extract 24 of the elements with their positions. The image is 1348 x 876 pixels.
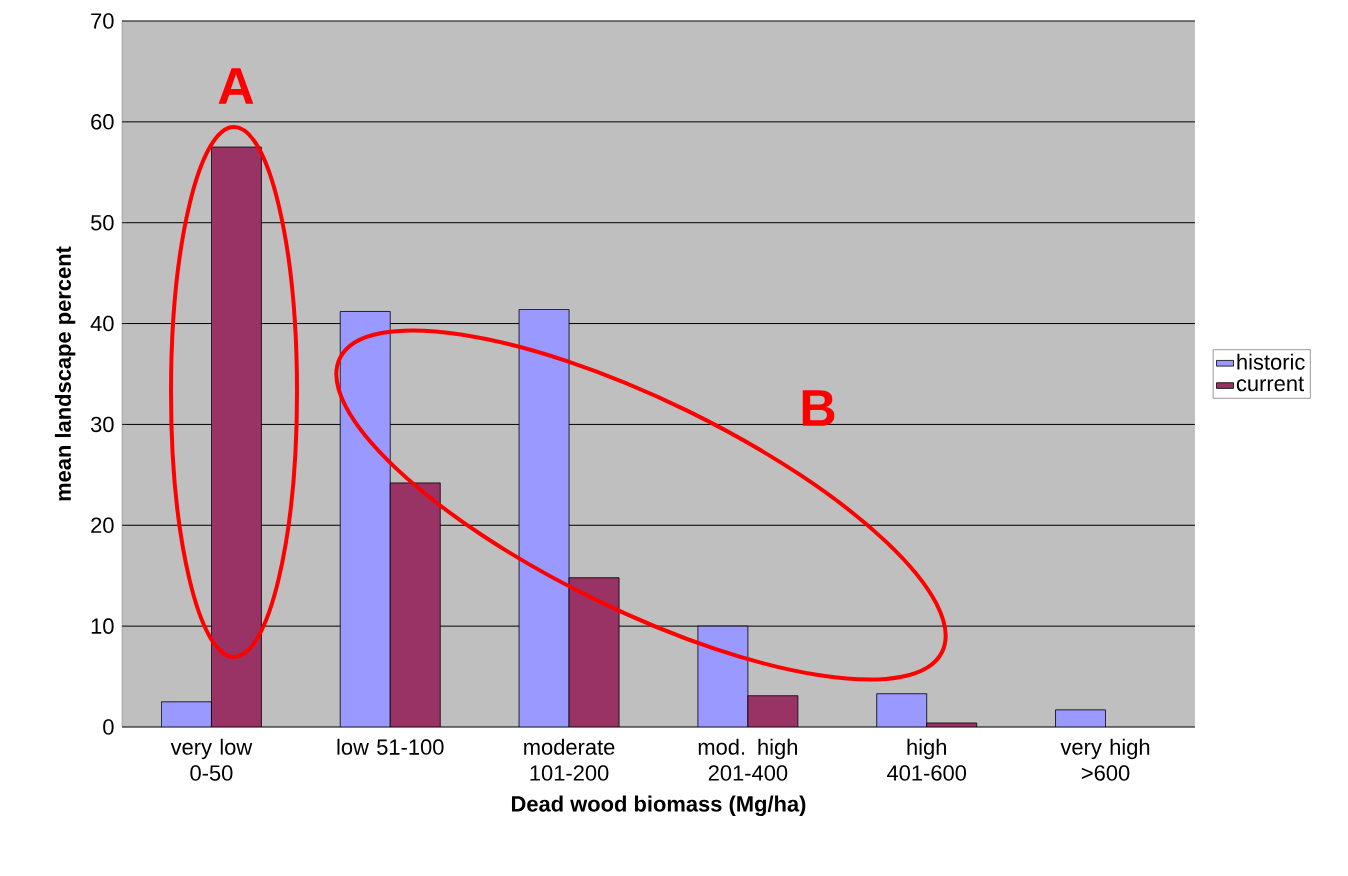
y-tick-label: 0 [103, 719, 114, 735]
y-tick-label: 30 [90, 416, 114, 433]
y-tick-label: 40 [90, 315, 114, 332]
legend-label: historic [1237, 353, 1305, 370]
bar [1055, 709, 1106, 727]
y-tick-label: 20 [91, 517, 114, 534]
y-tick-label: 70 [91, 13, 114, 29]
legend-label: current [1236, 376, 1304, 392]
x-tick-label: very low 0-50 [170, 738, 253, 781]
y-tick-label: 10 [91, 618, 114, 634]
y-tick-label: 60 [91, 114, 114, 130]
y-axis-title: mean landscape percent [54, 246, 76, 501]
bar [747, 695, 799, 727]
bar [568, 577, 620, 727]
y-tick-label: 50 [91, 214, 114, 231]
bar [389, 482, 441, 727]
x-axis-title: Dead wood biomass (Mg/ha) [511, 795, 806, 817]
x-tick-label: mod. high 201-400 [698, 738, 797, 781]
annotation: A [218, 68, 254, 104]
x-tick-label: very high >600 [1060, 738, 1150, 781]
x-tick-label: high 401-600 [886, 738, 967, 781]
annotation: B [802, 390, 835, 426]
x-tick-label: moderate 101-200 [524, 738, 615, 781]
x-tick-label: low 51-100 [337, 738, 444, 755]
